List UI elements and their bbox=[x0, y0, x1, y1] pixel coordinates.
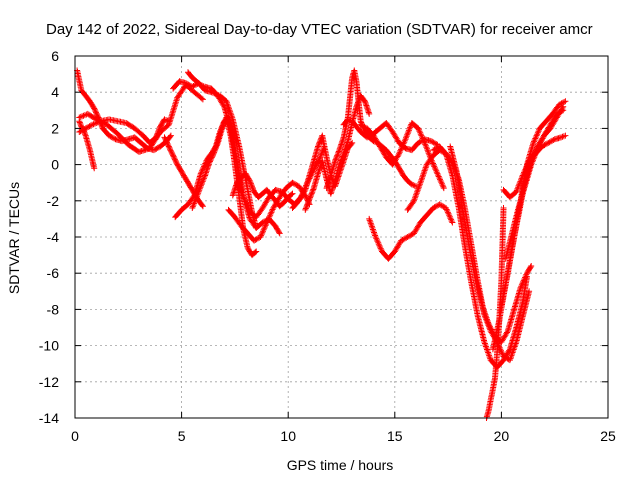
grid-lines bbox=[75, 56, 608, 418]
x-tick-label: 25 bbox=[600, 428, 616, 444]
series-17 bbox=[357, 120, 447, 192]
series-26-markers bbox=[500, 132, 569, 201]
series-6 bbox=[170, 78, 260, 231]
series-18-markers bbox=[366, 201, 456, 262]
series-12-markers bbox=[229, 170, 296, 210]
x-tick-label: 15 bbox=[387, 428, 403, 444]
y-tick-label: 4 bbox=[51, 84, 59, 100]
series-6-markers bbox=[170, 78, 260, 231]
series-1 bbox=[74, 67, 174, 154]
series-18 bbox=[366, 201, 456, 262]
x-tick-labels: 0 5 10 15 20 25 bbox=[71, 428, 616, 444]
series-25-markers bbox=[502, 103, 567, 262]
y-tick-label: -8 bbox=[47, 301, 60, 317]
y-tick-label: -6 bbox=[47, 265, 60, 281]
y-tick-label: 0 bbox=[51, 157, 59, 173]
data-points-layer bbox=[74, 67, 569, 421]
series-24-markers bbox=[498, 98, 569, 309]
x-tick-label: 5 bbox=[178, 428, 186, 444]
axis-ticks bbox=[74, 55, 609, 419]
y-tick-label: -4 bbox=[47, 229, 60, 245]
series-20 bbox=[430, 143, 530, 371]
chart-title: Day 142 of 2022, Sidereal Day-to-day VTE… bbox=[46, 21, 593, 38]
x-tick-label: 10 bbox=[280, 428, 296, 444]
series-24 bbox=[498, 98, 569, 309]
series-17-markers bbox=[357, 120, 447, 192]
y-tick-label: -2 bbox=[47, 193, 60, 209]
series-20-markers bbox=[430, 143, 530, 371]
y-tick-label: 6 bbox=[51, 48, 59, 64]
series-12 bbox=[229, 170, 296, 210]
series-1-markers bbox=[74, 67, 174, 154]
y-tick-label: -10 bbox=[39, 338, 59, 354]
y-tick-label: -14 bbox=[39, 410, 59, 426]
y-tick-label: 2 bbox=[51, 120, 59, 136]
x-tick-label: 0 bbox=[71, 428, 79, 444]
x-tick-label: 20 bbox=[494, 428, 510, 444]
series-26 bbox=[500, 132, 569, 201]
x-axis-label: GPS time / hours bbox=[287, 457, 394, 473]
y-tick-label: -12 bbox=[39, 374, 59, 390]
y-axis-label: SDTVAR / TECUs bbox=[6, 182, 22, 294]
y-tick-labels: -14 -12 -10 -8 -6 -4 -2 0 2 4 6 bbox=[39, 48, 59, 426]
series-25 bbox=[502, 103, 567, 262]
